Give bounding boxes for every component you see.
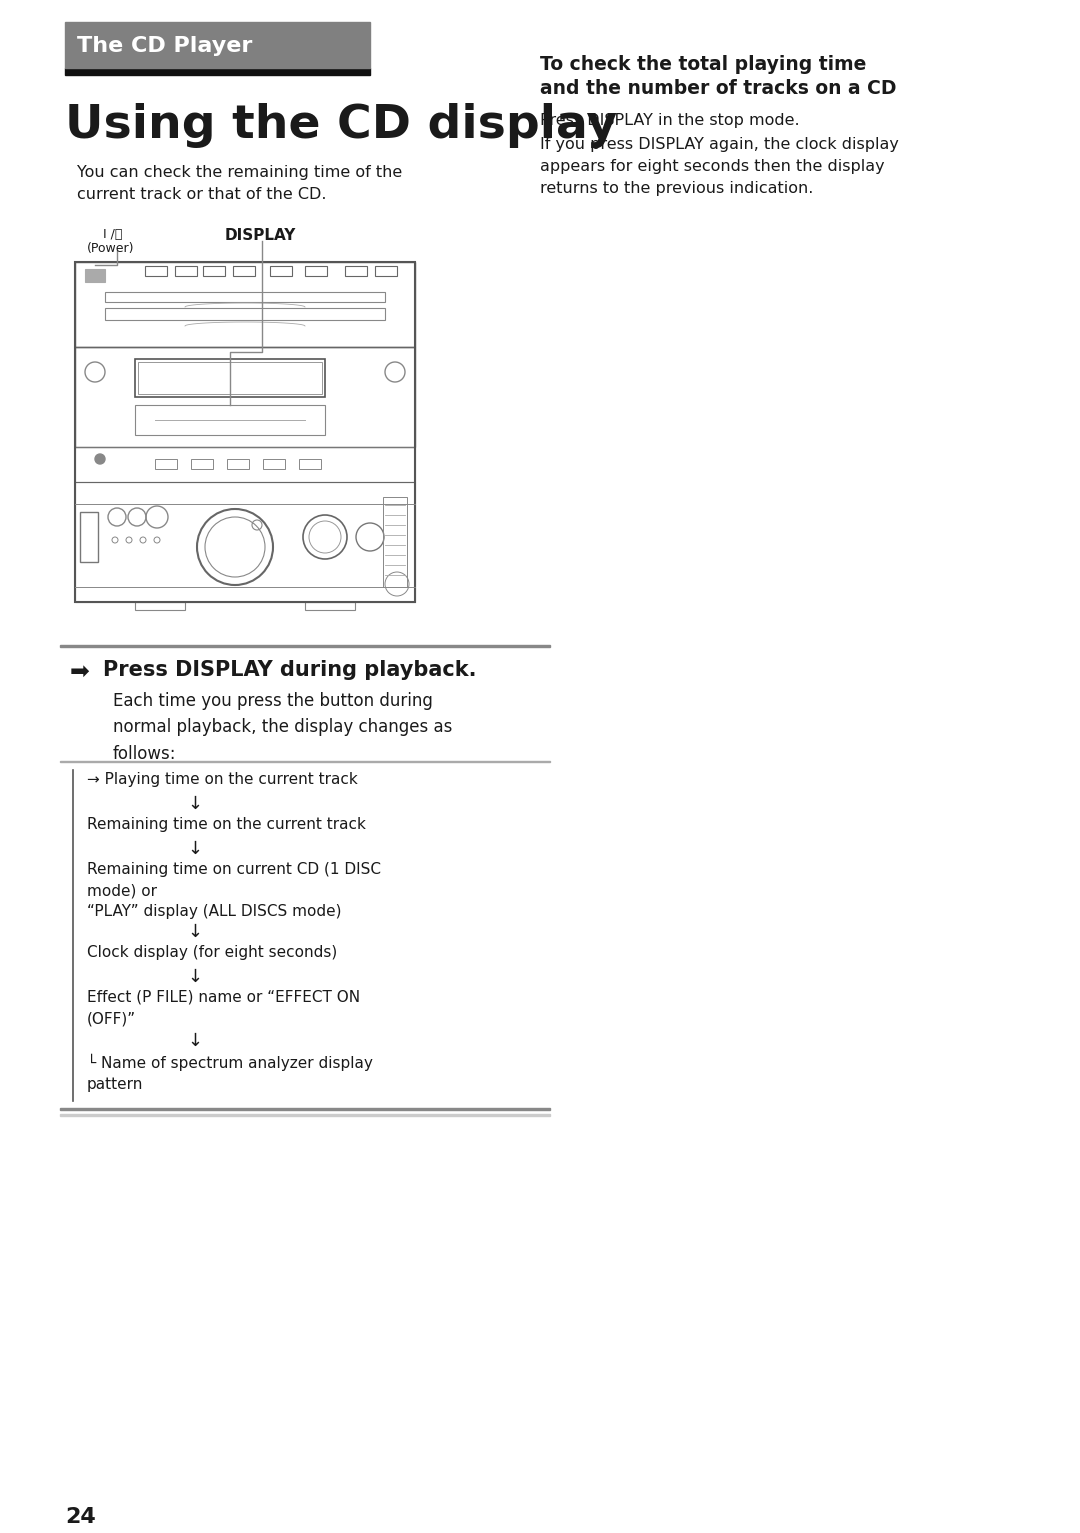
Text: and the number of tracks on a CD: and the number of tracks on a CD — [540, 80, 896, 98]
Text: DISPLAY: DISPLAY — [225, 228, 296, 244]
Bar — [85, 268, 105, 282]
Text: Remaining time on current CD (1 DISC
mode) or
“PLAY” display (ALL DISCS mode): Remaining time on current CD (1 DISC mod… — [87, 862, 381, 918]
Text: The CD Player: The CD Player — [77, 35, 253, 57]
Bar — [156, 458, 177, 469]
Bar — [75, 262, 415, 346]
Text: Effect (P FILE) name or “EFFECT ON
(OFF)”: Effect (P FILE) name or “EFFECT ON (OFF)… — [87, 990, 360, 1026]
Bar — [175, 267, 197, 276]
Text: ➡: ➡ — [70, 661, 90, 684]
Text: → Playing time on the current track: → Playing time on the current track — [87, 773, 357, 786]
Bar — [60, 1114, 550, 1116]
Bar — [375, 267, 397, 276]
Text: Remaining time on the current track: Remaining time on the current track — [87, 817, 366, 832]
Bar — [105, 291, 384, 302]
Text: If you press DISPLAY again, the clock display
appears for eight seconds then the: If you press DISPLAY again, the clock di… — [540, 136, 899, 196]
Bar — [135, 359, 325, 397]
Bar — [105, 308, 384, 320]
Bar — [138, 362, 322, 394]
Bar — [345, 267, 367, 276]
Bar — [75, 481, 415, 602]
Bar — [80, 512, 98, 563]
Bar — [305, 602, 355, 610]
Text: Press DISPLAY during playback.: Press DISPLAY during playback. — [103, 661, 476, 681]
Bar — [227, 458, 249, 469]
Text: Using the CD display: Using the CD display — [65, 103, 617, 149]
Bar — [75, 262, 415, 602]
Text: ↓: ↓ — [188, 840, 203, 858]
Bar — [270, 267, 292, 276]
Bar — [383, 497, 407, 587]
Text: To check the total playing time: To check the total playing time — [540, 55, 866, 74]
Text: ↓: ↓ — [188, 967, 203, 986]
Text: Each time you press the button during
normal playback, the display changes as
fo: Each time you press the button during no… — [113, 691, 453, 763]
Bar — [75, 448, 415, 481]
Bar — [203, 267, 225, 276]
Text: ↓: ↓ — [188, 1032, 203, 1050]
Text: ↓: ↓ — [188, 923, 203, 941]
Bar — [60, 1107, 550, 1110]
Bar — [65, 21, 370, 67]
Text: Clock display (for eight seconds): Clock display (for eight seconds) — [87, 944, 337, 960]
Text: └ Name of spectrum analyzer display
pattern: └ Name of spectrum analyzer display patt… — [87, 1055, 373, 1093]
Bar — [191, 458, 213, 469]
Bar — [264, 458, 285, 469]
Text: (Power): (Power) — [87, 242, 135, 254]
Text: I /⏻: I /⏻ — [103, 228, 122, 241]
Text: 24: 24 — [65, 1507, 96, 1527]
Bar — [233, 267, 255, 276]
Bar — [145, 267, 167, 276]
Bar — [65, 67, 370, 75]
Circle shape — [95, 454, 105, 464]
Bar — [135, 602, 185, 610]
Bar — [135, 405, 325, 435]
Text: Press DISPLAY in the stop mode.: Press DISPLAY in the stop mode. — [540, 113, 799, 127]
Text: ↓: ↓ — [188, 796, 203, 812]
Bar — [305, 267, 327, 276]
Bar — [299, 458, 321, 469]
Bar — [75, 346, 415, 448]
Bar — [60, 644, 550, 647]
Text: You can check the remaining time of the
current track or that of the CD.: You can check the remaining time of the … — [77, 166, 402, 202]
